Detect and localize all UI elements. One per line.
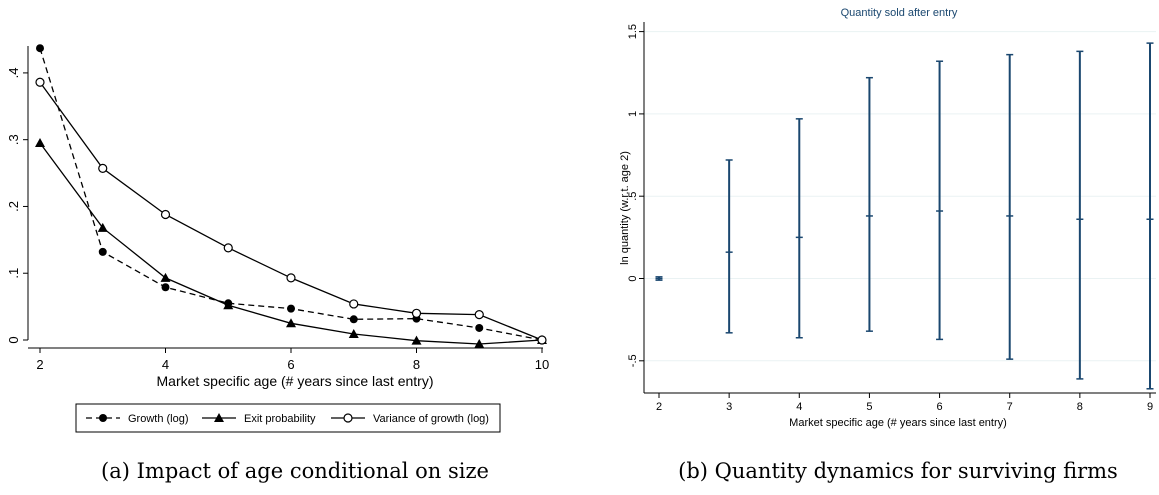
legend-swatch-marker — [99, 414, 107, 422]
y-tick-label: .5 — [627, 192, 639, 201]
panel-b-x-axis-label: Market specific age (# years since last … — [789, 417, 1007, 429]
data-point — [98, 247, 107, 256]
panel-b-x-ticks: 2 3 4 5 6 7 8 9 — [656, 393, 1153, 413]
error-bar — [865, 76, 873, 332]
error-bar — [725, 159, 733, 334]
panel-b-error-bars — [655, 42, 1154, 390]
x-tick-label: 7 — [1007, 401, 1013, 413]
error-bar — [1006, 53, 1014, 360]
panel-b-caption: (b) Quantity dynamics for surviving firm… — [678, 459, 1118, 483]
panel-a: 0 .1 .2 .3 .4 2 4 6 8 10 Market specific age (# … — [6, 44, 549, 483]
data-point — [411, 335, 422, 345]
data-point — [348, 328, 359, 338]
x-tick-label: 3 — [726, 401, 732, 413]
x-tick-label: 8 — [413, 357, 420, 372]
y-tick-label: .1 — [6, 268, 21, 279]
y-tick-label: 1.5 — [627, 24, 639, 39]
panel-a-y-ticks: 0 .1 .2 .3 .4 — [6, 67, 28, 344]
data-point — [349, 315, 358, 324]
legend-swatch-marker — [214, 413, 224, 422]
data-point — [223, 243, 233, 253]
x-tick-label: 2 — [36, 357, 43, 372]
error-bar — [936, 60, 944, 341]
data-point — [475, 323, 484, 332]
x-tick-label: 4 — [162, 357, 169, 372]
y-tick-label: .4 — [6, 67, 21, 78]
x-tick-label: 6 — [937, 401, 943, 413]
panel-a-x-axis-label: Market specific age (# years since last … — [157, 373, 434, 389]
panel-b: Quantity sold after entry -.5 0 .5 1 1.5 2 3 4… — [619, 7, 1156, 483]
data-point — [537, 335, 547, 345]
y-tick-label: 0 — [6, 336, 21, 343]
x-tick-label: 9 — [1147, 401, 1153, 413]
x-tick-label: 2 — [656, 401, 662, 413]
y-tick-label: .3 — [6, 134, 21, 145]
data-point — [286, 273, 296, 283]
data-point — [35, 77, 45, 87]
panel-a-x-ticks: 2 4 6 8 10 — [36, 348, 549, 372]
y-tick-label: 0 — [627, 275, 639, 281]
y-tick-label: 1 — [627, 111, 639, 117]
legend-label: Growth (log) — [128, 413, 189, 425]
x-tick-label: 5 — [866, 401, 872, 413]
data-point — [35, 138, 45, 148]
data-point — [474, 310, 484, 320]
panel-a-axes — [27, 46, 543, 349]
data-point — [349, 299, 359, 309]
series-line — [39, 81, 543, 341]
data-point — [161, 283, 170, 292]
error-bar — [1076, 50, 1084, 380]
data-point — [160, 272, 171, 282]
x-tick-label: 4 — [796, 401, 802, 413]
x-tick-label: 10 — [535, 357, 549, 372]
data-point — [36, 44, 44, 53]
x-tick-label: 8 — [1077, 401, 1083, 413]
panel-a-series — [35, 44, 547, 349]
data-point — [287, 304, 295, 313]
legend-label: Variance of growth (log) — [373, 413, 489, 425]
legend-swatch-marker — [343, 413, 353, 423]
error-bar — [795, 118, 803, 339]
y-tick-label: .2 — [6, 201, 21, 212]
panel-b-y-axis-label: ln quantity (w.r.t. age 2) — [619, 151, 631, 265]
data-point — [286, 318, 296, 328]
x-tick-label: 6 — [287, 357, 294, 372]
data-point — [160, 209, 171, 220]
legend-label: Exit probability — [244, 413, 316, 425]
data-point — [98, 163, 108, 173]
error-bar — [1146, 42, 1154, 390]
data-point — [474, 339, 485, 349]
panel-a-caption: (a) Impact of age conditional on size — [101, 459, 489, 483]
panel-a-legend: Growth (log) Exit probability Variance of … — [75, 403, 501, 433]
data-point — [223, 300, 234, 310]
panel-b-title: Quantity sold after entry — [841, 7, 958, 19]
y-tick-label: -.5 — [627, 354, 639, 367]
panel-b-y-ticks: -.5 0 .5 1 1.5 — [627, 24, 644, 367]
series-line — [39, 48, 543, 341]
error-bar — [655, 276, 663, 281]
data-point — [97, 222, 108, 232]
data-point — [411, 308, 422, 318]
